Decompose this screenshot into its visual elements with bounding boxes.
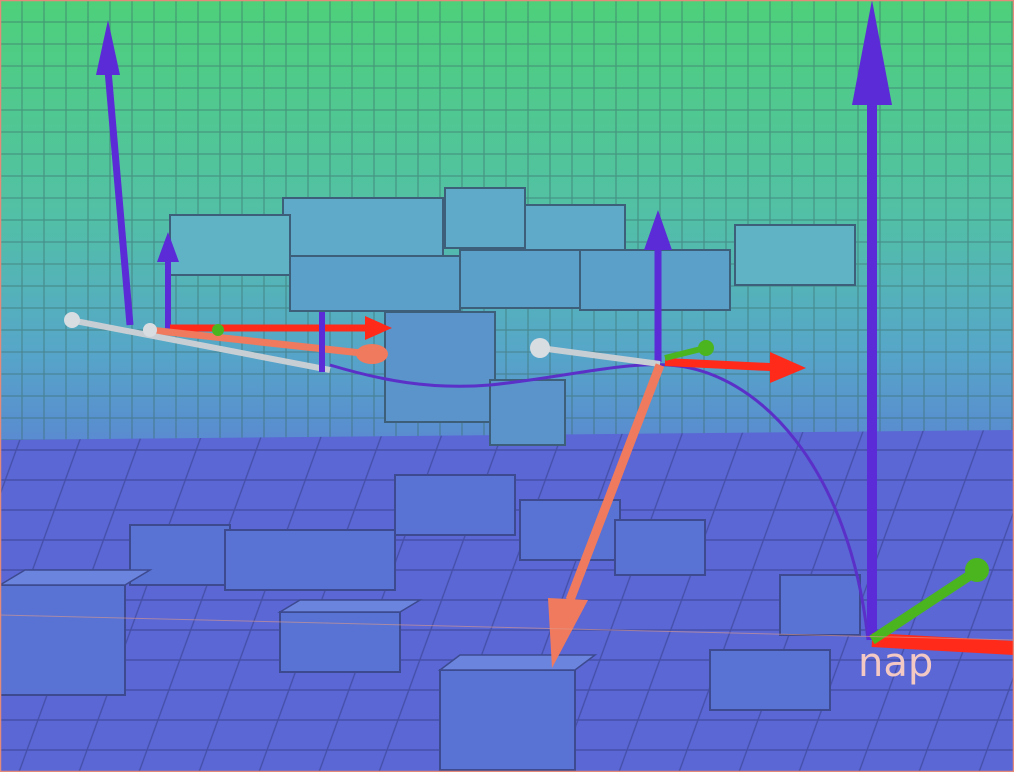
robot-frame-left [64, 20, 392, 373]
trajectory-curve [329, 363, 870, 641]
center-grey-vector [539, 345, 661, 367]
robot-frame-center [530, 210, 806, 668]
world-z-arrowhead [852, 0, 892, 105]
floor-blocks [0, 474, 861, 771]
floor-block-tops [0, 569, 598, 671]
grid-reference-line [0, 614, 1014, 641]
center-frame-x-axis [664, 358, 791, 372]
left-grey-vector [69, 317, 331, 373]
salmon-vector-arrowhead [548, 598, 588, 668]
world-x-axis [871, 633, 1014, 655]
world-frame [852, 0, 1014, 655]
left-salmon-vector [149, 326, 381, 359]
salmon-direction-vector [565, 363, 665, 602]
left-frame-z-axis [104, 69, 134, 326]
world-y-axis [869, 567, 978, 645]
left-frame-z-arrowhead [96, 20, 120, 75]
